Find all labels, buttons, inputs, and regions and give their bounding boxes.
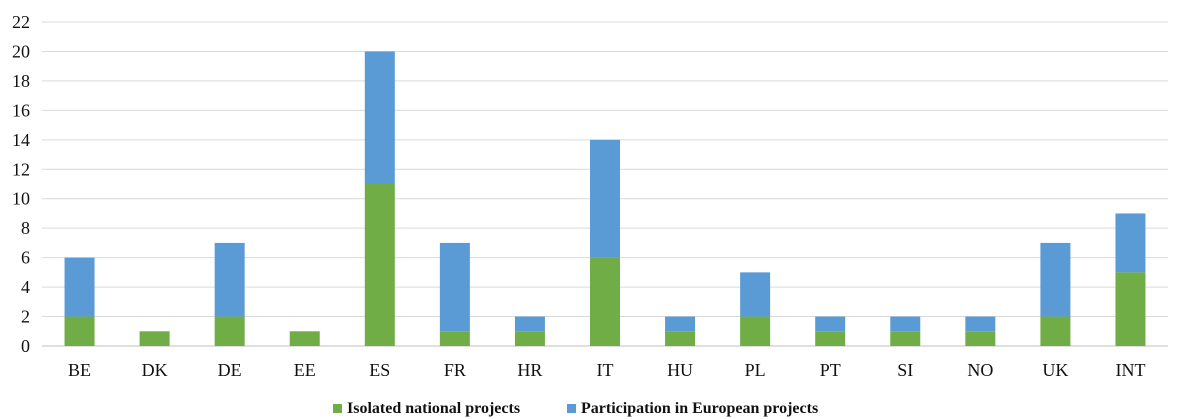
bar-segment-dk-series-1 (139, 331, 170, 346)
bar-segment-hu-series-1 (665, 331, 696, 346)
x-tick-label: ES (369, 360, 390, 380)
y-tick-label: 22 (12, 12, 30, 32)
bar-segment-pt-series-2 (815, 316, 846, 332)
bar-segment-int-series-1 (1115, 272, 1146, 346)
bar-segment-si-series-2 (890, 316, 921, 332)
y-tick-label: 10 (12, 189, 30, 209)
bar-segment-es-series-1 (364, 184, 395, 346)
x-tick-label: UK (1042, 360, 1068, 380)
bar-segment-no-series-2 (965, 316, 996, 332)
x-tick-label: HU (667, 360, 693, 380)
x-tick-label: DE (218, 360, 242, 380)
bar-segment-hu-series-2 (665, 316, 696, 332)
legend: Isolated national projects Participation … (333, 400, 818, 417)
bar-segment-hr-series-1 (514, 331, 545, 346)
bar-segment-pl-series-2 (740, 272, 771, 317)
x-tick-label: HR (517, 360, 542, 380)
x-tick-label: INT (1115, 360, 1145, 380)
bar-segment-int-series-2 (1115, 213, 1146, 273)
x-tick-label: IT (597, 360, 614, 380)
x-tick-label: BE (68, 360, 91, 380)
y-tick-label: 12 (12, 159, 30, 179)
legend-swatch-1 (333, 404, 342, 413)
x-tick-label: PT (820, 360, 841, 380)
bar-segment-ee-series-1 (289, 331, 320, 346)
x-tick-label: SI (897, 360, 913, 380)
bar-segment-it-series-1 (590, 257, 620, 346)
bar-segment-de-series-2 (214, 242, 245, 317)
x-tick-label: DK (142, 360, 168, 380)
bar-segment-be-series-2 (64, 257, 95, 317)
bar-segment-be-series-1 (64, 316, 95, 346)
x-tick-label: NO (967, 360, 993, 380)
y-tick-label: 6 (21, 248, 30, 268)
y-tick-label: 14 (12, 130, 30, 150)
y-tick-label: 16 (12, 100, 30, 120)
bar-segment-fr-series-2 (439, 242, 470, 332)
bar-segment-pt-series-1 (815, 331, 846, 346)
bar-segment-es-series-2 (364, 51, 395, 184)
bar-segment-pl-series-1 (740, 316, 771, 346)
y-tick-label: 4 (21, 277, 30, 297)
x-tick-label: FR (444, 360, 466, 380)
bar-segment-si-series-1 (890, 331, 921, 346)
bar-segment-hr-series-2 (514, 316, 545, 332)
y-tick-label: 0 (21, 336, 30, 356)
y-tick-label: 8 (21, 218, 30, 238)
y-tick-label: 2 (21, 307, 30, 327)
bar-segment-fr-series-1 (439, 331, 470, 346)
bar-segment-uk-series-1 (1040, 316, 1071, 346)
bar-segment-de-series-1 (214, 316, 245, 346)
x-axis: BE DK DE EE ES FR HR IT HU PL PT SI NO UK INT (68, 360, 1145, 380)
bar-segment-it-series-2 (590, 139, 620, 258)
x-tick-label: PL (745, 360, 766, 380)
bar-segment-no-series-1 (965, 331, 996, 346)
x-tick-label: EE (294, 360, 316, 380)
legend-label-2: Participation in European projects (581, 400, 818, 417)
y-tick-label: 18 (12, 71, 30, 91)
y-tick-label: 20 (12, 41, 30, 61)
bar-segment-uk-series-2 (1040, 242, 1071, 317)
legend-swatch-2 (567, 404, 576, 413)
bars (64, 51, 1146, 346)
y-axis: 0 2 4 6 8 10 12 14 16 18 20 22 (12, 12, 30, 356)
legend-label-1: Isolated national projects (347, 400, 520, 417)
